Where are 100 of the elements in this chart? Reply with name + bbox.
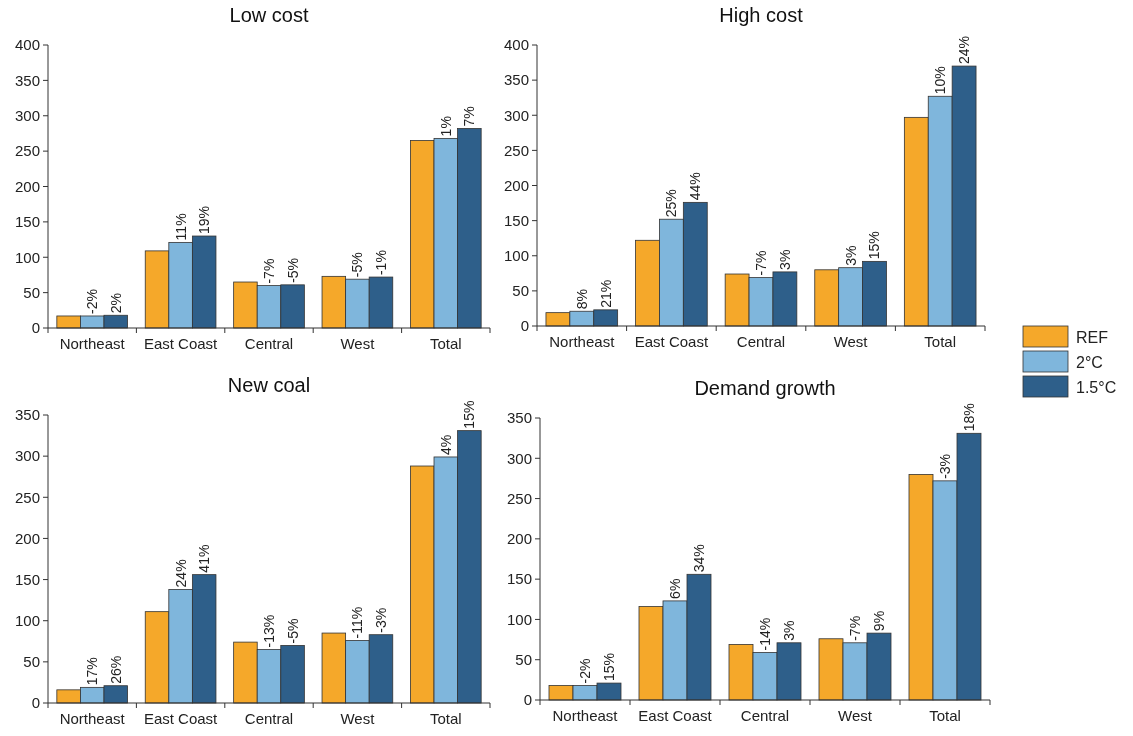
annotation: 15%	[601, 653, 617, 682]
annotation: 7%	[461, 106, 478, 127]
x-tick-label: East Coast	[143, 335, 219, 352]
y-tick-label: 300	[506, 449, 532, 467]
x-tick-label: Total	[429, 335, 462, 352]
y-tick-label: 150	[503, 211, 529, 229]
annotation: -2%	[84, 289, 101, 314]
annotation: 18%	[961, 403, 977, 432]
y-tick-label: 250	[14, 142, 40, 160]
annotation: 8%	[573, 289, 590, 310]
y-tick-label: 50	[23, 283, 40, 301]
annotation: -7%	[847, 615, 863, 641]
annotation: 25%	[663, 189, 680, 218]
y-tick-label: 50	[515, 650, 532, 668]
annotation: -7%	[261, 258, 277, 284]
annotation: 11%	[172, 213, 189, 241]
y-tick-label: 0	[523, 691, 532, 709]
annotation: 10%	[932, 66, 949, 95]
annotation: -7%	[753, 250, 769, 276]
y-tick-label: 300	[14, 107, 40, 124]
x-tick-label: East Coast	[634, 333, 709, 350]
y-tick-label: 200	[14, 177, 40, 195]
annotation: 44%	[687, 172, 704, 201]
x-tick-label: Central	[740, 707, 790, 724]
annotation: 24%	[172, 559, 189, 588]
y-tick-label: 100	[14, 611, 40, 629]
x-tick-label: West	[833, 333, 869, 350]
x-tick-label: Central	[244, 710, 294, 727]
x-tick-label: East Coast	[638, 707, 713, 724]
y-tick-label: 50	[23, 653, 40, 671]
annotation: -5%	[349, 252, 366, 278]
y-tick-label: 50	[512, 282, 529, 300]
x-tick-label: Northeast	[552, 707, 619, 724]
x-tick-label: Northeast	[59, 335, 126, 352]
y-tick-label: 150	[14, 213, 40, 231]
annotation: -13%	[261, 614, 277, 648]
y-tick-label: 350	[503, 71, 529, 89]
y-tick-label: 250	[14, 488, 40, 506]
y-tick-label: 200	[14, 529, 40, 547]
y-tick-label: 100	[506, 610, 532, 628]
y-tick-label: 150	[14, 570, 40, 588]
annotation: -5%	[284, 618, 301, 644]
y-tick-label: 250	[503, 141, 529, 159]
annotation: 15%	[866, 231, 883, 260]
annotation: -3%	[937, 453, 953, 479]
y-tick-label: 350	[506, 409, 532, 427]
annotation: 4%	[437, 434, 454, 455]
y-tick-label: 400	[503, 36, 529, 54]
legend-label: 2°C	[1076, 353, 1103, 371]
x-tick-label: Central	[736, 333, 786, 350]
annotation: 21%	[597, 279, 614, 308]
y-tick-label: 150	[506, 570, 532, 588]
y-tick-label: 300	[14, 447, 40, 465]
y-tick-label: 0	[520, 317, 529, 335]
y-tick-label: 350	[14, 71, 40, 89]
x-tick-label: East Coast	[143, 710, 219, 727]
annotation: -3%	[372, 607, 389, 633]
y-tick-label: 0	[31, 319, 40, 337]
annotation: 26%	[107, 655, 124, 684]
annotation: 34%	[691, 544, 707, 573]
y-tick-label: 100	[14, 248, 40, 266]
annotation: 41%	[196, 544, 213, 573]
x-tick-label: Total	[429, 710, 462, 727]
chart-title: Demand growth	[694, 377, 836, 399]
annotation: 17%	[84, 657, 101, 686]
y-tick-label: 200	[503, 176, 529, 194]
annotation: 19%	[196, 205, 213, 235]
annotation: -5%	[284, 257, 301, 283]
y-tick-label: 200	[506, 530, 532, 548]
annotation: 3%	[842, 245, 859, 266]
annotation: 24%	[956, 36, 973, 65]
legend-label: 1.5°C	[1076, 378, 1117, 396]
annotation: 1%	[437, 116, 454, 137]
legend-label: REF	[1076, 328, 1109, 346]
annotation: 15%	[461, 400, 478, 429]
annotation: -1%	[372, 250, 389, 276]
y-tick-label: 350	[14, 406, 40, 424]
y-tick-label: 250	[506, 489, 532, 507]
x-tick-label: West	[340, 710, 376, 727]
x-tick-label: Total	[929, 707, 961, 724]
chart-title: New coal	[227, 374, 311, 396]
annotation: 3%	[776, 249, 793, 270]
y-tick-label: 100	[503, 247, 529, 264]
y-tick-label: 400	[14, 36, 40, 54]
chart-title: High cost	[719, 4, 804, 26]
y-tick-label: 300	[503, 106, 529, 124]
x-tick-label: West	[838, 707, 873, 724]
annotation: 2%	[107, 293, 124, 314]
y-tick-label: 0	[31, 694, 40, 712]
x-tick-label: West	[340, 335, 376, 352]
x-tick-label: Northeast	[549, 333, 616, 350]
x-tick-label: Northeast	[59, 710, 126, 727]
annotation: 6%	[667, 578, 683, 599]
annotation: -11%	[349, 606, 366, 639]
annotation: -14%	[757, 617, 773, 651]
annotation: -2%	[577, 658, 593, 684]
chart-title: Low cost	[229, 4, 309, 26]
x-tick-label: Central	[244, 335, 294, 352]
x-tick-label: Total	[924, 333, 957, 350]
annotation: 9%	[871, 610, 887, 632]
